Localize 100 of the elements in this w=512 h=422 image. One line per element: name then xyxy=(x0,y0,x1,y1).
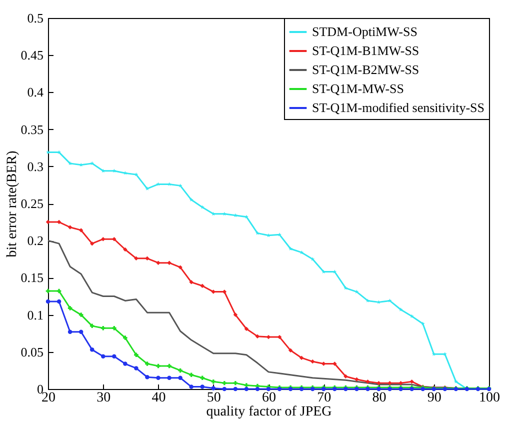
point xyxy=(112,326,116,330)
y-tick-label: 0 xyxy=(37,382,44,396)
point xyxy=(101,354,106,358)
point xyxy=(101,236,106,242)
point xyxy=(167,376,172,380)
point xyxy=(288,348,293,353)
point xyxy=(222,380,227,386)
point xyxy=(101,326,106,330)
point xyxy=(134,352,138,357)
x-tick-label: 60 xyxy=(262,390,276,406)
y-tick-label: 0.2 xyxy=(27,233,44,248)
point xyxy=(244,386,249,392)
point xyxy=(112,354,116,358)
point xyxy=(123,362,128,366)
y-tick-label: 0.1 xyxy=(27,307,44,322)
point xyxy=(244,326,249,332)
point xyxy=(410,379,414,384)
point xyxy=(68,330,72,334)
point xyxy=(134,256,138,261)
point xyxy=(189,384,194,389)
y-tick-label: 0.45 xyxy=(20,48,44,63)
point xyxy=(200,384,204,389)
point xyxy=(134,172,138,176)
point xyxy=(354,377,359,382)
point xyxy=(189,372,194,378)
x-tick-label: 20 xyxy=(42,390,56,406)
x-axis-title: quality factor of JPEG xyxy=(206,404,332,420)
point xyxy=(388,298,392,302)
point xyxy=(123,336,128,340)
point xyxy=(310,257,315,261)
point xyxy=(90,324,94,328)
point xyxy=(344,374,348,379)
legend-label: ST-Q1M-B1MW-SS xyxy=(312,43,420,58)
point xyxy=(222,212,226,216)
point xyxy=(178,368,182,373)
y-tick-label: 0.15 xyxy=(20,270,44,286)
point xyxy=(167,364,172,368)
point xyxy=(123,170,128,175)
point xyxy=(68,161,72,166)
point xyxy=(255,386,260,392)
point xyxy=(90,348,94,352)
point xyxy=(432,352,436,356)
point xyxy=(244,383,249,388)
point xyxy=(156,260,160,265)
y-tick-label: 0.3 xyxy=(27,158,44,174)
point xyxy=(78,312,84,317)
legend-label: ST-Q1M-modified sensitivity-SS xyxy=(312,100,485,115)
x-tick-label: 40 xyxy=(152,390,166,406)
point xyxy=(56,299,62,304)
y-axis-title: bit error rate(BER) xyxy=(4,150,20,258)
point xyxy=(442,352,447,356)
point xyxy=(288,246,293,250)
point xyxy=(200,376,204,380)
point xyxy=(112,168,116,173)
point xyxy=(398,307,403,312)
point xyxy=(233,386,238,392)
y-tick-label: 0.25 xyxy=(20,196,44,211)
point xyxy=(332,362,337,366)
point xyxy=(211,290,216,294)
point xyxy=(145,362,150,366)
point xyxy=(156,376,160,380)
point xyxy=(145,375,150,380)
point xyxy=(266,386,271,392)
point xyxy=(56,288,62,294)
point xyxy=(134,366,138,370)
x-tick-label: 50 xyxy=(206,390,221,406)
point xyxy=(278,232,282,236)
point xyxy=(167,260,172,265)
point xyxy=(255,231,260,235)
point xyxy=(189,280,194,284)
point xyxy=(90,161,94,166)
y-tick-label: 0.5 xyxy=(27,10,44,26)
y-tick-label: 0.35 xyxy=(20,122,44,137)
point xyxy=(46,299,50,304)
x-tick-label: 30 xyxy=(96,390,111,406)
point xyxy=(211,212,216,216)
point xyxy=(78,330,84,334)
point xyxy=(200,284,204,288)
legend-label: STDM-OptiMW-SS xyxy=(312,24,418,39)
point xyxy=(300,250,304,254)
point xyxy=(178,265,182,270)
point xyxy=(233,380,238,386)
x-tick-label: 100 xyxy=(479,390,500,406)
point xyxy=(299,356,304,360)
point xyxy=(156,364,160,368)
legend-label: ST-Q1M-MW-SS xyxy=(312,81,404,96)
point xyxy=(410,314,414,318)
point xyxy=(366,298,370,302)
point xyxy=(222,386,227,392)
legend-label: ST-Q1M-B2MW-SS xyxy=(312,62,420,77)
point xyxy=(332,270,337,274)
point xyxy=(310,359,315,364)
point xyxy=(101,168,106,173)
point xyxy=(211,379,216,384)
x-tick-label: 80 xyxy=(372,390,386,406)
y-tick-label: 0.4 xyxy=(27,84,44,100)
point xyxy=(454,379,458,384)
point xyxy=(178,376,182,380)
point xyxy=(46,288,50,294)
point xyxy=(344,286,348,290)
